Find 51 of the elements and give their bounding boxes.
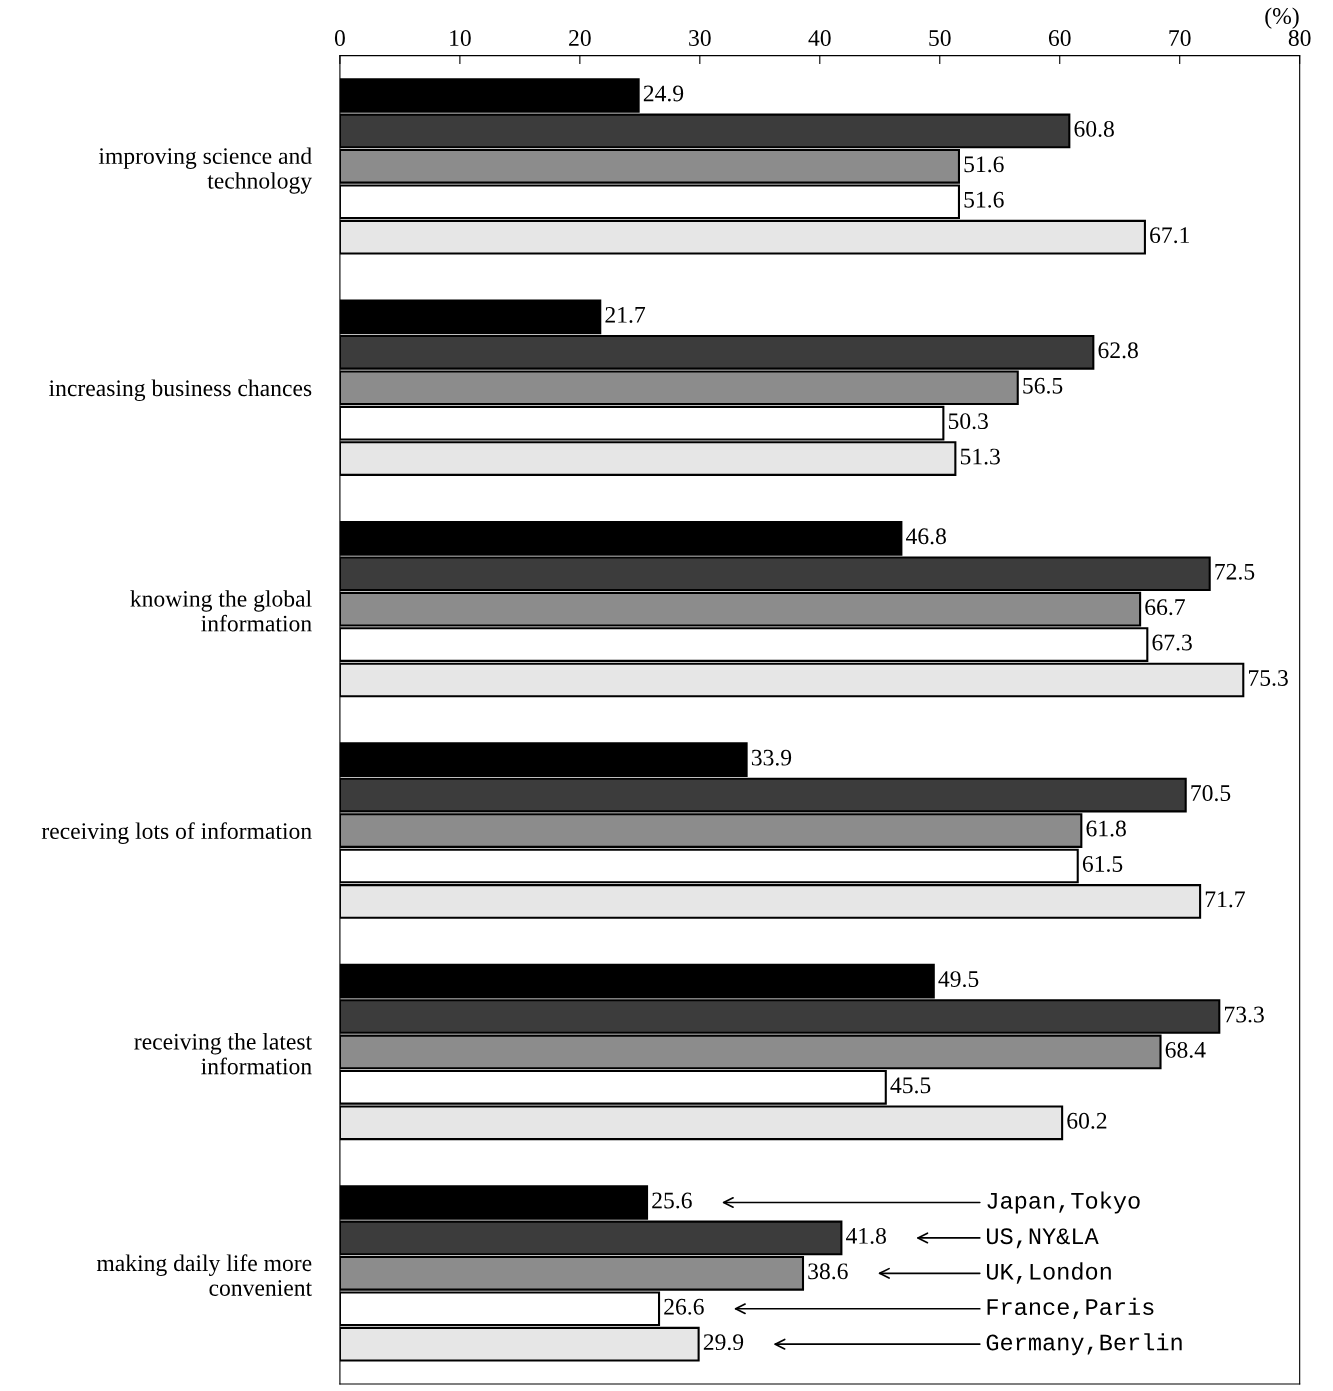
y-tick-label: knowing the global information <box>130 590 312 632</box>
text: France,Paris <box>987 1297 1154 1320</box>
legend-label: UK,London <box>986 1262 1111 1284</box>
data-label: 26.6 <box>664 1298 704 1315</box>
x-tick-label: 0 <box>334 30 345 46</box>
data-label: 62.8 <box>1098 342 1138 359</box>
data-label: 33.9 <box>751 749 792 766</box>
data-label: 45.5 <box>890 1077 931 1094</box>
data-label: 67.1 <box>1150 227 1189 244</box>
text: Germany,Berlin <box>986 1333 1182 1356</box>
data-label: 24.9 <box>643 85 684 102</box>
x-tick-label: 10 <box>450 30 471 46</box>
data-label: 56.5 <box>1023 377 1063 394</box>
y-tick-label: increasing business chances <box>49 379 312 402</box>
x-tick-label: 40 <box>808 30 831 46</box>
data-label: 68.4 <box>1165 1041 1206 1058</box>
data-label: 41.8 <box>846 1227 886 1244</box>
x-tick-label: 20 <box>569 30 591 46</box>
text: Japan,Tokyo <box>987 1191 1140 1214</box>
data-label: 72.5 <box>1215 563 1255 580</box>
data-label: 51.6 <box>964 156 1004 173</box>
x-tick-label: 80 <box>1288 30 1311 46</box>
y-tick-label: improving science and technology <box>98 147 313 194</box>
data-label: 49.5 <box>938 971 979 988</box>
data-label: 51.6 <box>964 191 1004 208</box>
data-label: 60.8 <box>1074 120 1114 137</box>
data-label: 60.2 <box>1067 1112 1107 1129</box>
data-label: 75.3 <box>1249 670 1288 686</box>
data-label: 25.6 <box>652 1192 692 1209</box>
legend-label: US,NY&LA <box>986 1228 1099 1249</box>
data-label: 46.8 <box>906 528 946 545</box>
y-tick-label: receiving the latest information <box>134 1033 312 1075</box>
y-tick-label: making daily life more convenient <box>96 1254 312 1296</box>
data-label: 21.7 <box>605 306 646 323</box>
data-label: 29.9 <box>703 1334 744 1351</box>
data-label: 71.7 <box>1205 891 1245 908</box>
data-label: 66.7 <box>1145 599 1185 616</box>
data-label: 70.5 <box>1191 785 1231 802</box>
data-label: 38.6 <box>808 1263 848 1280</box>
x-tick-label: 30 <box>689 30 711 46</box>
data-label: 50.3 <box>948 413 988 430</box>
x-tick-label: 50 <box>929 30 951 46</box>
x-tick-label: 60 <box>1048 30 1071 46</box>
data-label: 61.5 <box>1082 856 1123 872</box>
y-tick-label: receiving lots of information <box>41 822 312 844</box>
x-tick-label: 70 <box>1169 30 1191 46</box>
data-label: 51.3 <box>960 448 1000 465</box>
data-label: 61.8 <box>1086 820 1126 837</box>
data-label: 73.3 <box>1225 1006 1264 1023</box>
data-label: 67.3 <box>1152 634 1192 651</box>
x-axis-title: (%) <box>1265 7 1299 29</box>
